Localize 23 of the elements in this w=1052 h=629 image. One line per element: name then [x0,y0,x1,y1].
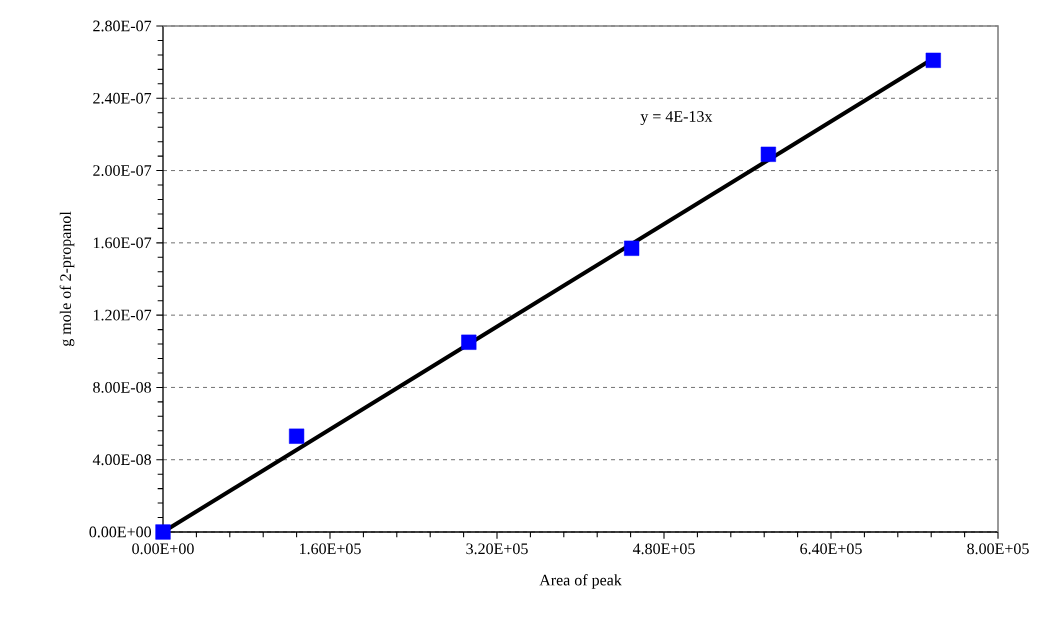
point [624,240,640,256]
x-tick-label: 0.00E+00 [132,543,194,555]
point [925,52,941,68]
y-tick-label: 0.00E+00 [89,526,152,538]
y-tick-label: 2.40E-07 [93,92,152,104]
x-axis-title: Area of peak [539,574,622,589]
y-tick-label: 4.00E-08 [92,454,152,466]
x-tick-label: 1.60E+05 [300,543,361,555]
point [155,524,171,540]
y-axis-title: g mole of 2-propanol [59,211,75,347]
y-tick-label: 2.00E-07 [93,165,152,177]
x-tick-label: 8.00E+05 [967,543,1029,555]
x-tick-label: 4.80E+05 [632,543,695,555]
annotation: y = 4E-13x [640,111,713,126]
point [760,146,776,162]
y-tick-label: 1.60E-07 [93,237,152,249]
y-tick-label: 2.80E-07 [93,20,152,32]
y-tick-label: 8.00E-08 [93,381,152,393]
y-tick-label: 1.20E-07 [93,309,152,321]
x-tick-label: 3.20E+05 [466,543,528,555]
point [289,428,305,444]
point [461,334,477,350]
x-tick-label: 6.40E+05 [800,543,862,555]
